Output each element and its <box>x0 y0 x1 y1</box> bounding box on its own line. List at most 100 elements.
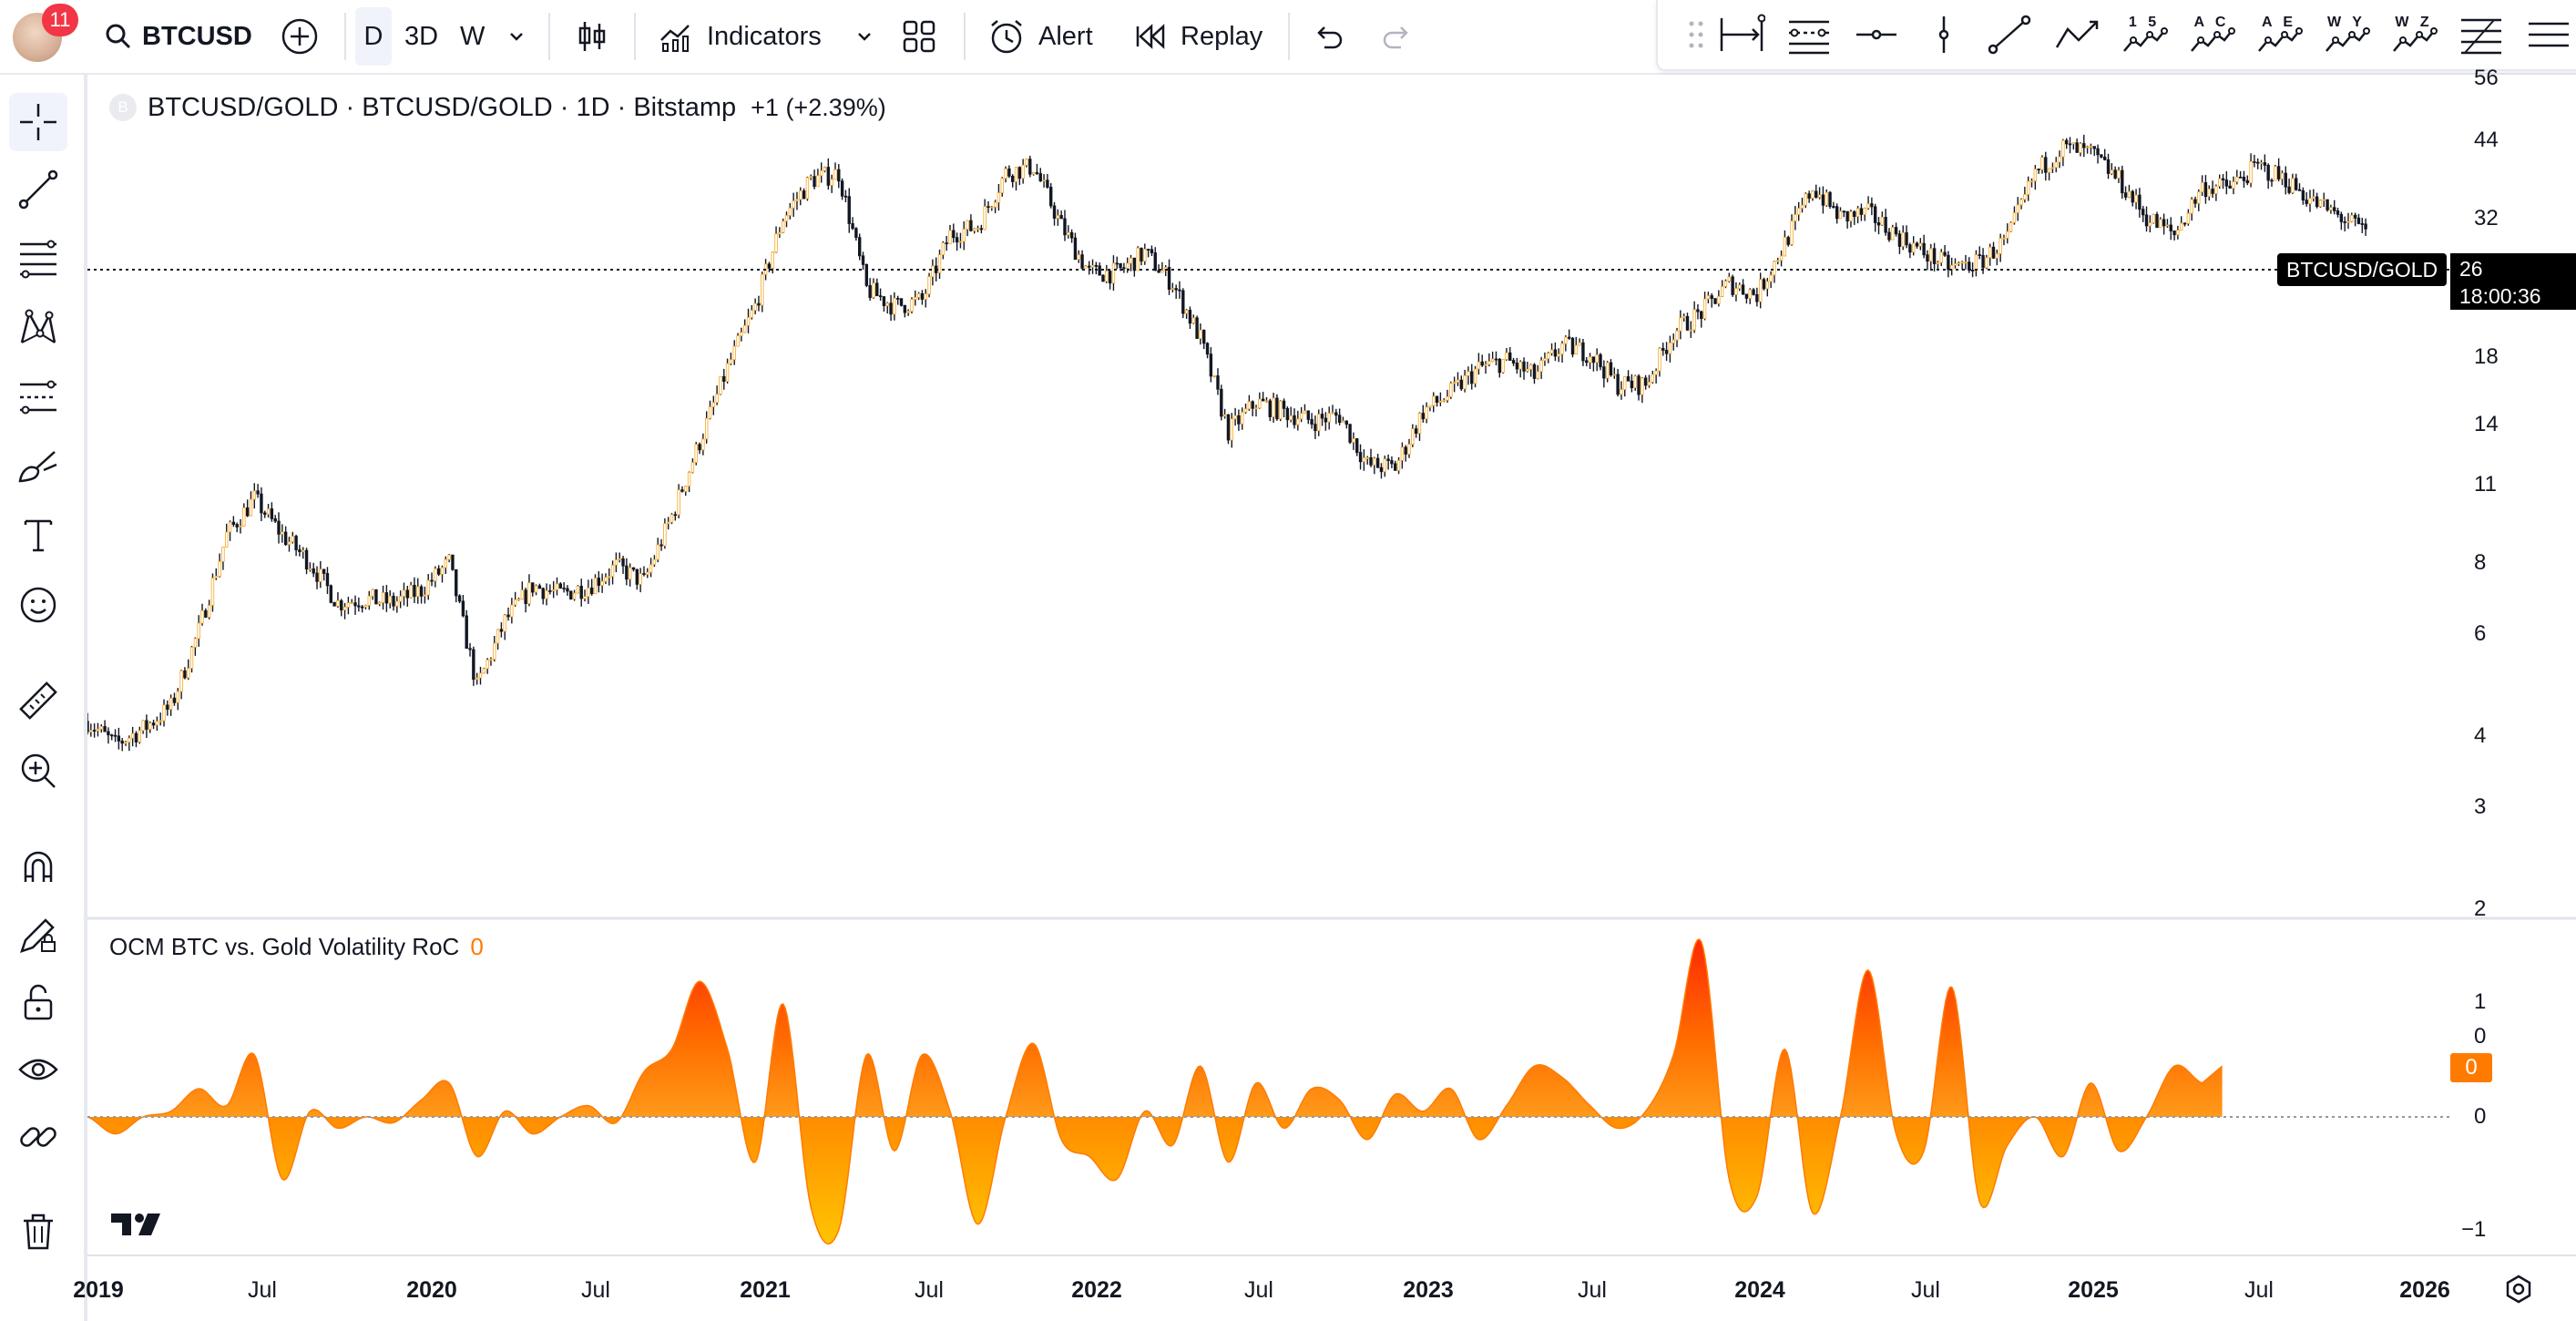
candle-body <box>1588 356 1592 364</box>
candle-body <box>1671 339 1675 343</box>
candle-body <box>1355 438 1359 454</box>
candle-body <box>1943 251 1947 256</box>
candle-body <box>1126 262 1130 269</box>
tradingview-logo[interactable] <box>111 1210 168 1244</box>
candle-body <box>767 263 772 269</box>
symbol-search-button[interactable]: BTCUSD <box>104 0 252 73</box>
candle-body <box>1017 167 1022 179</box>
fib-retracement-icon <box>2461 18 2501 55</box>
text-tools[interactable] <box>9 507 67 565</box>
vertical-line-tool[interactable] <box>1918 9 1969 60</box>
candle-body <box>799 190 802 200</box>
candle-body <box>927 276 931 295</box>
interval-w-button[interactable]: W <box>460 0 485 73</box>
candle-body <box>1849 210 1853 222</box>
chart-canvas[interactable] <box>87 75 2576 1321</box>
plus-circle-icon <box>281 18 318 55</box>
fib-retracement-tool[interactable] <box>2456 9 2507 60</box>
alert-label: Alert <box>1038 21 1093 51</box>
candle-body <box>242 507 246 527</box>
stay-in-drawing-mode-button[interactable] <box>9 906 67 964</box>
candle-body <box>673 514 678 517</box>
sync-drawings-button[interactable] <box>9 1108 67 1166</box>
forecasting-tools[interactable] <box>9 368 67 426</box>
fib-channel-tool[interactable] <box>1784 9 1835 60</box>
candle-body <box>1390 460 1394 465</box>
elliott-impulse-tool[interactable]: 1 5 <box>2119 9 2170 60</box>
more-lines-tool[interactable] <box>2523 9 2574 60</box>
candle-body <box>2089 146 2093 148</box>
layouts-button[interactable] <box>902 0 936 73</box>
candle-body <box>677 489 680 516</box>
text-icon <box>24 519 53 552</box>
indicator-legend[interactable]: OCM BTC vs. Gold Volatility RoC 0 <box>109 933 484 961</box>
date-range-tool[interactable] <box>1716 9 1767 60</box>
icon-tools[interactable] <box>9 576 67 634</box>
zoom-in-tool[interactable] <box>9 742 67 800</box>
trend-line-tool[interactable] <box>1984 9 2035 60</box>
candle-body <box>256 490 260 495</box>
candle-body <box>1042 179 1046 182</box>
brush-tools[interactable] <box>9 437 67 496</box>
chart-area[interactable]: B BTCUSD/GOLD · BTCUSD/GOLD · 1D · Bitst… <box>73 66 2576 1321</box>
candle-body <box>1167 267 1171 290</box>
undo-button[interactable] <box>1312 0 1344 73</box>
elliott-correction-tool[interactable]: A C <box>2186 9 2237 60</box>
redo-button[interactable] <box>1381 0 1414 73</box>
chart-legend[interactable]: B BTCUSD/GOLD · BTCUSD/GOLD · 1D · Bitst… <box>109 89 886 126</box>
interval-dropdown-button[interactable] <box>506 0 526 73</box>
chart-settings-button[interactable] <box>2503 1274 2534 1309</box>
elliott-triangle-tool[interactable]: A E <box>2254 9 2305 60</box>
candle-body <box>2159 219 2162 229</box>
candle-body <box>2182 222 2187 225</box>
candle-body <box>2169 224 2172 231</box>
chart-type-button[interactable] <box>574 0 610 73</box>
replay-button[interactable]: Replay <box>1133 0 1262 73</box>
price-scale-label: 18 <box>2474 344 2499 369</box>
fib-tools[interactable] <box>9 230 67 288</box>
candle-body <box>1501 359 1505 374</box>
alert-button[interactable]: Alert <box>987 0 1093 73</box>
hide-drawings-button[interactable] <box>9 1040 67 1099</box>
candle-body <box>2009 222 2013 232</box>
candle-body <box>1685 316 1690 331</box>
candle-body <box>1059 215 1063 220</box>
candle-body <box>597 578 601 586</box>
interval-3d-button[interactable]: 3D <box>404 0 438 73</box>
elliott-triple-combo-tool[interactable]: W Z <box>2388 9 2439 60</box>
lock-drawings-button[interactable] <box>9 973 67 1031</box>
indicators-dropdown-button[interactable] <box>854 0 874 73</box>
candle-body <box>1035 172 1039 174</box>
candle-body <box>566 588 569 592</box>
candle-body <box>124 742 128 744</box>
candle-body <box>761 273 764 306</box>
candle-body <box>931 265 935 278</box>
magnet-mode-button[interactable] <box>9 838 67 896</box>
crosshair-tool[interactable] <box>9 93 67 151</box>
candle-body <box>2200 181 2204 193</box>
candle-body <box>1314 424 1317 432</box>
candle-body <box>342 606 347 610</box>
interval-d-button[interactable]: D <box>355 7 392 66</box>
indicators-button[interactable]: Indicators <box>658 0 822 73</box>
measure-tool[interactable] <box>9 672 67 731</box>
trend-line-tool[interactable] <box>9 160 67 219</box>
candle-body <box>2117 169 2121 179</box>
indicator-negative-area <box>87 1117 2223 1244</box>
remove-drawings-button[interactable] <box>9 1203 67 1261</box>
candle-body <box>1094 264 1099 267</box>
horizontal-ray-tool[interactable] <box>1851 9 1902 60</box>
candle-body <box>1202 329 1206 344</box>
candle-body <box>319 568 322 582</box>
elliott-double-combo-tool[interactable]: W Y <box>2321 9 2372 60</box>
candle-body <box>2050 167 2055 169</box>
pencil-lock-icon <box>20 918 56 953</box>
candle-body <box>1473 368 1477 384</box>
candle-body <box>610 564 615 578</box>
pattern-tools[interactable] <box>9 299 67 357</box>
candle-body <box>997 192 1001 203</box>
candle-body <box>704 417 709 440</box>
compare-symbol-button[interactable] <box>281 0 319 73</box>
path-tool[interactable] <box>2051 9 2102 60</box>
drag-handle[interactable] <box>1671 9 1722 60</box>
